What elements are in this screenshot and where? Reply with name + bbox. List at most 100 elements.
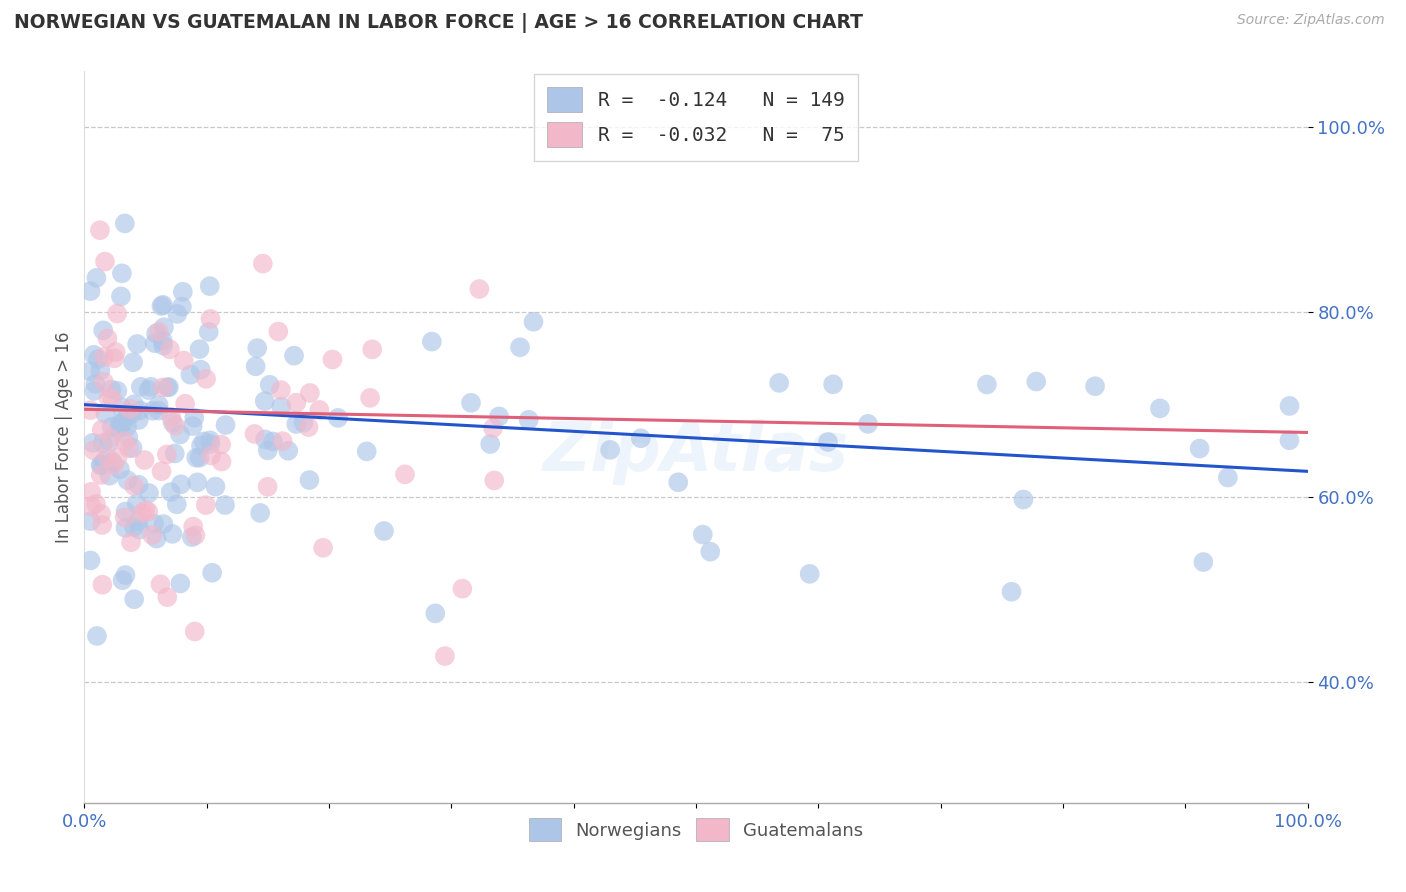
Point [156,380,179,394]
Point [283,349,305,363]
Point [298,386,321,401]
Point [200,437,222,451]
Point [129,380,152,394]
Point [111,401,134,415]
Point [1084,379,1107,393]
Point [141,528,163,542]
Point [93,350,115,364]
Point [111,416,134,430]
Point [460,396,482,410]
Point [79,514,101,528]
Point [117,430,139,444]
Point [118,442,141,456]
Point [98,468,121,483]
Point [188,342,211,356]
Point [180,530,202,544]
Point [108,417,131,431]
Point [211,454,233,468]
Point [165,418,187,433]
Point [699,544,721,558]
Point [152,298,174,312]
Point [114,510,136,524]
Point [170,477,193,491]
Point [84,376,107,391]
Point [128,523,150,537]
Point [204,480,226,494]
Point [93,375,115,389]
Point [98,434,121,449]
Point [152,338,174,352]
Point [150,299,173,313]
Point [122,592,145,607]
Point [522,315,544,329]
Point [198,279,221,293]
Point [1278,434,1301,448]
Point [105,384,128,398]
Point [169,427,191,442]
Point [104,345,127,359]
Point [79,553,101,567]
Point [190,438,212,452]
Point [111,573,134,587]
Point [285,417,308,431]
Point [768,376,790,390]
Point [84,497,107,511]
Point [181,419,204,434]
Point [193,434,215,449]
Point [254,433,277,447]
Point [256,443,278,458]
Point [120,535,142,549]
Point [152,380,174,394]
Point [169,576,191,591]
Point [149,577,172,591]
Point [122,479,145,493]
Point [94,407,117,421]
Point [105,307,128,321]
Point [156,590,179,604]
Point [100,419,122,434]
Point [121,407,143,421]
Point [162,527,184,541]
Point [1000,584,1022,599]
Point [1012,492,1035,507]
Point [131,506,153,520]
Point [90,423,112,437]
Point [190,362,212,376]
Point [517,413,540,427]
Point [166,497,188,511]
Point [139,380,162,394]
Point [152,516,174,531]
Point [83,348,105,362]
Point [163,446,186,460]
Point [1278,399,1301,413]
Point [186,475,208,490]
Point [153,320,176,334]
Point [184,528,207,542]
Point [120,401,142,416]
Point [138,486,160,500]
Point [181,519,204,533]
Point [148,325,170,339]
Point [82,435,104,450]
Point [91,518,114,533]
Point [174,397,197,411]
Point [277,443,299,458]
Point [91,436,114,450]
Point [80,484,103,499]
Point [1188,442,1211,456]
Point [114,434,136,448]
Point [468,282,491,296]
Point [134,503,156,517]
Point [172,285,194,299]
Point [394,467,416,482]
Point [91,323,114,337]
Point [420,334,443,349]
Point [91,578,114,592]
Point [856,417,879,431]
Point [136,504,159,518]
Point [267,325,290,339]
Point [83,443,105,458]
Point [1192,555,1215,569]
Point [150,464,173,478]
Point [823,377,845,392]
